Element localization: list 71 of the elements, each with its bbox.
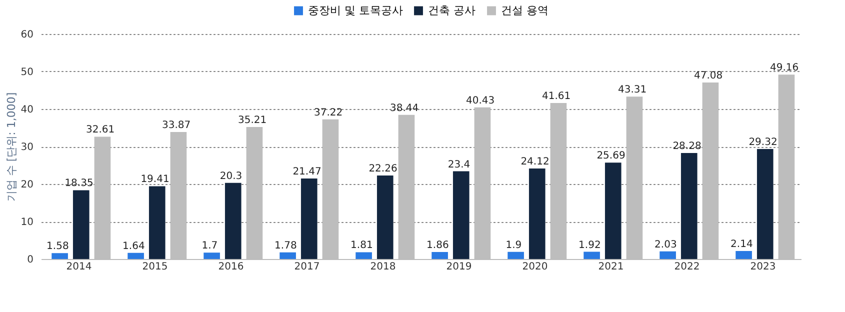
bar <box>756 149 774 259</box>
x-tick-label: 2017 <box>294 262 320 272</box>
x-tick-label: 2022 <box>674 262 700 272</box>
y-tick-label: 50 <box>20 67 34 78</box>
data-label: 25.69 <box>596 150 626 162</box>
bar <box>508 252 524 259</box>
data-label: 2.14 <box>730 238 753 250</box>
data-label: 1.78 <box>274 240 297 252</box>
bar <box>528 168 546 259</box>
x-tick-label: 2014 <box>66 262 92 272</box>
data-label: 22.26 <box>368 164 398 175</box>
x-tick-label: 2018 <box>370 262 396 272</box>
data-label: 18.35 <box>64 178 94 190</box>
data-label: 32.61 <box>86 124 115 136</box>
data-label: 24.12 <box>520 156 550 168</box>
y-tick-label: 20 <box>20 180 34 190</box>
data-label: 43.31 <box>618 84 647 96</box>
bar <box>736 250 752 259</box>
bar <box>52 253 68 259</box>
bar <box>452 171 470 259</box>
x-tick-label: 2021 <box>598 262 624 272</box>
y-tick-label: 60 <box>20 30 34 40</box>
data-label: 33.87 <box>162 120 191 131</box>
y-tick-label: 40 <box>20 104 34 116</box>
data-label: 1.81 <box>350 240 373 252</box>
y-axis-title: 기업 수 [단위: 1,000] <box>4 92 18 202</box>
data-label: 37.22 <box>314 107 343 118</box>
data-label: 21.47 <box>292 166 322 178</box>
x-tick-label: 2023 <box>750 262 776 272</box>
bar <box>72 190 90 259</box>
bar <box>300 178 318 259</box>
bar <box>148 186 166 259</box>
data-label: 2.03 <box>654 239 677 250</box>
data-label: 1.9 <box>506 240 522 251</box>
data-label: 1.64 <box>122 240 145 252</box>
bar <box>584 252 600 259</box>
x-tick-label: 2015 <box>142 262 168 272</box>
data-label: 1.92 <box>578 240 601 251</box>
data-label: 47.08 <box>694 70 723 82</box>
y-tick-label: 30 <box>20 142 34 153</box>
data-label: 35.21 <box>238 114 267 126</box>
legend-label: 건설 용역 <box>501 4 548 17</box>
bar <box>128 252 144 259</box>
data-label: 20.3 <box>220 170 242 182</box>
data-label: 40.43 <box>466 95 495 106</box>
bar <box>280 252 296 259</box>
bar <box>660 251 676 259</box>
bar <box>204 252 220 259</box>
x-tick-label: 2019 <box>446 262 472 272</box>
x-tick-label: 2020 <box>522 262 548 272</box>
data-label: 29.32 <box>748 137 778 148</box>
bar <box>376 176 394 259</box>
data-label: 49.16 <box>770 62 799 74</box>
y-tick-label: 0 <box>27 254 34 266</box>
y-tick-label: 10 <box>20 217 34 228</box>
bar <box>432 252 448 259</box>
bar <box>356 252 372 259</box>
bar <box>604 162 622 259</box>
bar <box>224 182 242 259</box>
x-tick-label: 2016 <box>218 262 244 272</box>
data-label: 28.28 <box>672 140 702 152</box>
data-label: 23.4 <box>448 159 470 170</box>
legend-label: 건축 공사 <box>428 4 476 17</box>
data-label: 41.61 <box>542 90 571 102</box>
data-label: 1.86 <box>426 240 449 252</box>
data-label: 1.58 <box>46 241 69 252</box>
bar <box>680 152 698 259</box>
data-label: 38.44 <box>390 102 419 114</box>
data-label: 19.41 <box>140 174 170 186</box>
legend-label: 중장비 및 토목공사 <box>308 4 403 17</box>
data-label: 1.7 <box>202 240 218 252</box>
